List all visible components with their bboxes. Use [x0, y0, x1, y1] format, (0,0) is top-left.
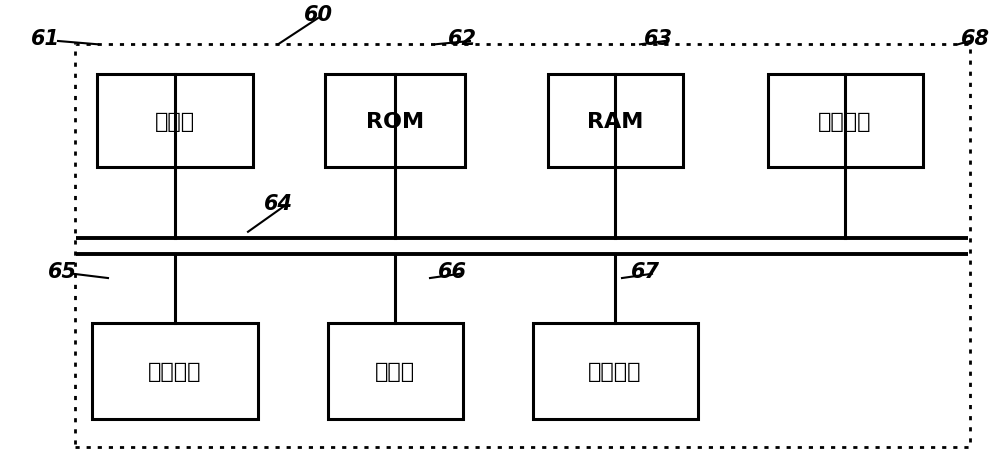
Text: 接口单元: 接口单元: [818, 111, 872, 131]
Text: 处理器: 处理器: [375, 361, 415, 381]
Bar: [532, 324, 698, 419]
Text: 61: 61: [30, 29, 60, 49]
Text: 65: 65: [48, 261, 76, 281]
Text: 输入装置: 输入装置: [148, 361, 202, 381]
Bar: [768, 75, 922, 168]
Bar: [548, 75, 682, 168]
Text: 存储器: 存储器: [155, 111, 195, 131]
Bar: [97, 75, 252, 168]
Bar: [325, 75, 465, 168]
Text: 67: 67: [631, 261, 660, 281]
Text: 62: 62: [448, 29, 477, 49]
Text: 60: 60: [304, 5, 332, 25]
Text: 66: 66: [438, 261, 466, 281]
Text: 63: 63: [644, 29, 672, 49]
Text: ROM: ROM: [366, 111, 424, 131]
Text: 显示装置: 显示装置: [588, 361, 642, 381]
Bar: [328, 324, 462, 419]
Text: 68: 68: [960, 29, 990, 49]
Text: RAM: RAM: [587, 111, 643, 131]
Text: 64: 64: [264, 194, 292, 214]
Bar: [75, 45, 970, 447]
Bar: [92, 324, 258, 419]
